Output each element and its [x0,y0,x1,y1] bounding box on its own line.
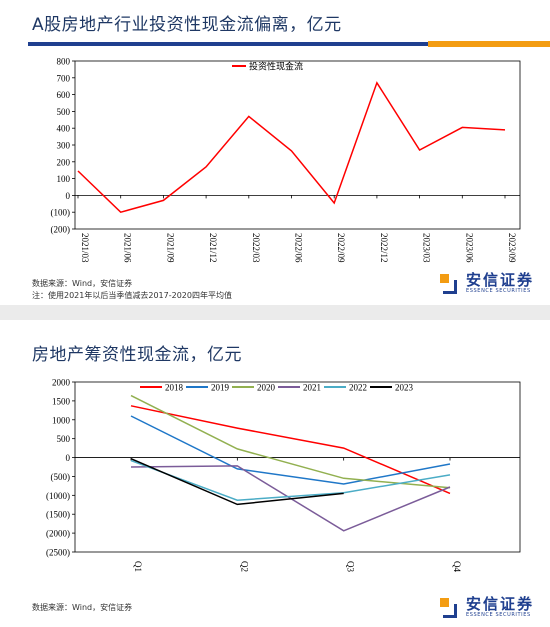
x-tick-label: Q2 [239,561,249,572]
footnote: 注：使用2021年以后当季值减去2017-2020四年平均值 [32,291,232,300]
x-tick-label: 2023/06 [464,233,474,263]
x-tick-label: 2021/09 [165,233,175,263]
legend-label: 2019 [211,383,230,393]
y-tick-label: 2000 [52,378,71,388]
y-tick-label: 1500 [52,396,71,406]
logo: 安信证券 ESSENCE SECURITIES [440,272,534,295]
panel-investment-cashflow: A股房地产行业投资性现金流偏离，亿元 (200) (100) 0 100 200 300 4… [0,0,550,305]
y-tick-label: 0 [66,191,71,201]
chart-title: 房地产筹资性现金流，亿元 [32,345,242,365]
x-tick-label: 2022/06 [294,233,304,263]
logo: 安信证券 ESSENCE SECURITIES [440,596,534,619]
plot-area [74,60,521,230]
series-line-2020 [130,394,451,489]
y-tick-label: 800 [57,57,71,67]
x-tick-label: 2021/03 [80,233,90,263]
series-line-2018 [130,405,451,495]
logo-text-cn: 安信证券 [466,271,535,289]
x-tick-label: 2023/03 [422,233,432,263]
y-tick-label: 300 [57,141,71,151]
x-tick-label: Q4 [452,561,462,572]
y-tick-label: (100) [51,208,71,218]
y-tick-label: 700 [57,73,71,83]
y-tick-label: (1500) [46,510,70,520]
y-tick-label: (1000) [46,491,70,501]
panel-financing-cashflow: 房地产筹资性现金流，亿元 (2500) (2000) (1500) (1000) (50… [0,320,550,627]
series-line-投资性现金流 [77,81,506,214]
x-tick-label: Q3 [346,561,356,572]
source-note: 数据来源：Wind，安信证券 [32,279,133,288]
y-tick-label: 600 [57,90,71,100]
legend-label: 2021 [303,383,321,393]
panel-divider [0,305,550,320]
series-line-2019 [130,415,451,485]
legend-label: 2022 [349,383,367,393]
y-tick-label: 500 [57,107,71,117]
legend-label: 2020 [257,383,276,393]
financing-cashflow-chart: (2500) (2000) (1500) (1000) (500) 0 500 1000 150… [46,378,521,572]
series-line-2022 [130,459,451,501]
logo-text-en: ESSENCE SECURITIES [466,288,531,294]
title-underline-orange [428,41,550,47]
chart-title: A股房地产行业投资性现金流偏离，亿元 [32,15,342,35]
x-tick-label: 2023/09 [507,233,517,263]
y-tick-label: 400 [57,124,71,134]
y-tick-label: 100 [57,174,71,184]
y-tick-label: (2500) [46,548,70,558]
investment-cashflow-chart: (200) (100) 0 100 200 300 400 500 600 700 800 2021/… [51,57,521,263]
logo-icon [440,273,460,294]
y-tick-label: 500 [57,434,71,444]
x-tick-label: 2022/09 [336,233,346,263]
y-tick-label: 1000 [52,415,71,425]
series-line-2023 [130,458,344,506]
plot-area [74,381,521,553]
y-tick-label: (2000) [46,529,70,539]
x-tick-label: 2021/12 [208,233,218,263]
y-tick-label: 0 [66,453,71,463]
x-tick-label: 2021/06 [123,233,133,263]
x-tick-label: 2022/12 [379,233,389,263]
legend-label: 投资性现金流 [249,61,303,72]
title-underline-blue [28,42,428,46]
x-tick-label: 2022/03 [251,233,261,263]
logo-text-cn: 安信证券 [466,595,535,613]
logo-icon [440,597,460,618]
legend-label: 2023 [395,383,414,393]
source-note: 数据来源：Wind，安信证券 [32,603,133,612]
legend-label: 2018 [165,383,184,393]
y-tick-label: 200 [57,157,71,167]
logo-text-en: ESSENCE SECURITIES [466,612,531,618]
x-tick-label: Q1 [133,561,143,572]
y-tick-label: (200) [51,225,71,235]
y-tick-label: (500) [51,472,71,482]
